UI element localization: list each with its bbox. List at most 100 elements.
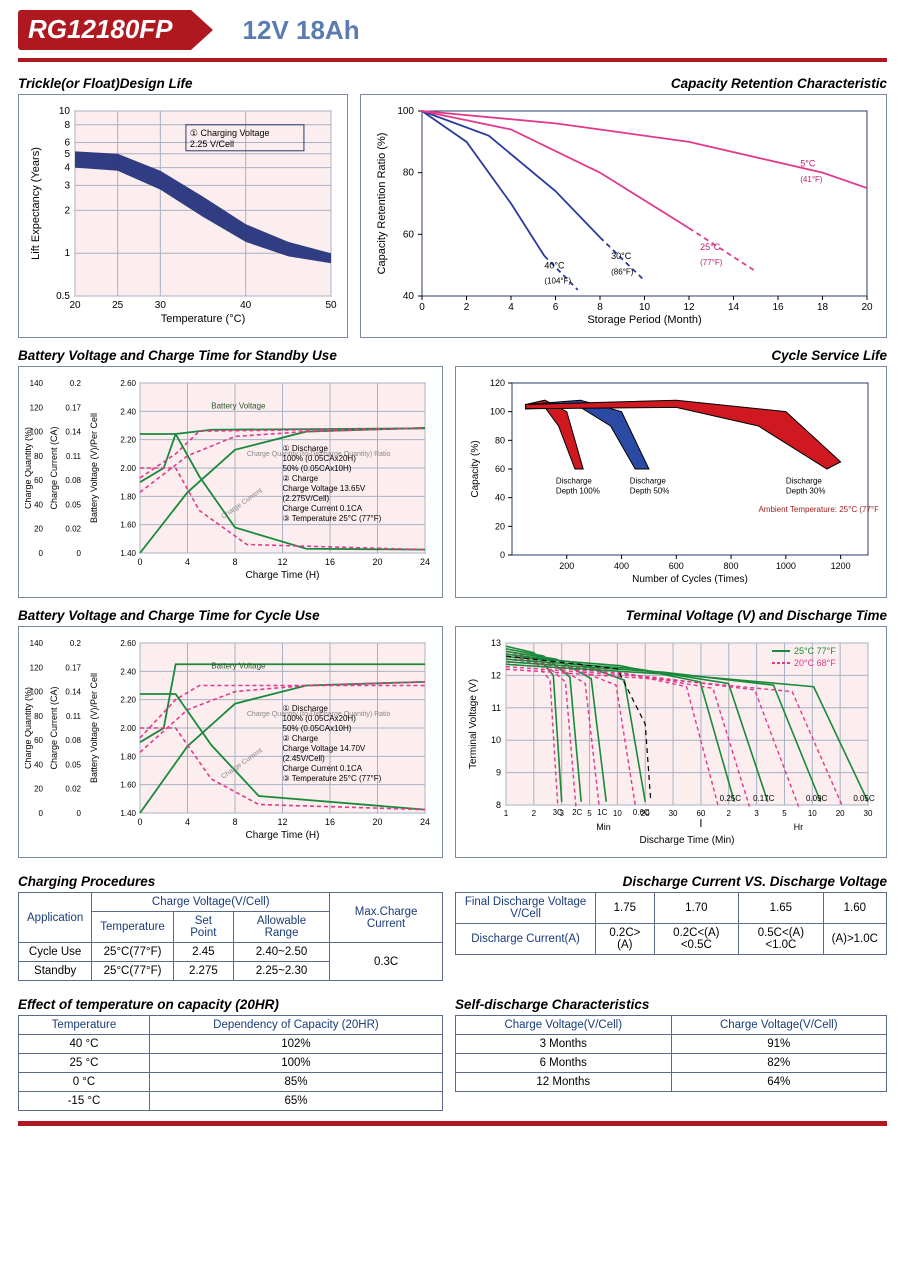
svg-text:10: 10 [613,809,622,818]
self-title: Self-discharge Characteristics [455,997,887,1012]
svg-text:Charge Time (H): Charge Time (H) [246,830,320,841]
cell: 0.2C>(A) [596,924,654,955]
table-row: 0 °C85% [19,1073,443,1092]
svg-text:8: 8 [232,817,237,827]
svg-text:Charge Voltage 14.70V: Charge Voltage 14.70V [283,744,366,753]
svg-text:2: 2 [727,809,732,818]
svg-text:Depth 50%: Depth 50% [630,486,670,495]
svg-text:0.05C: 0.05C [853,794,875,803]
cell: 25°C(77°F) [92,962,174,981]
svg-text:10: 10 [639,302,651,313]
svg-text:40°C: 40°C [544,260,565,270]
retention-title: Capacity Retention Characteristic [360,76,887,91]
svg-text:0.05: 0.05 [65,500,81,509]
svg-text:Discharge: Discharge [786,476,823,485]
svg-text:1.40: 1.40 [120,809,136,818]
svg-text:0.6C: 0.6C [633,808,650,817]
table-row: -15 °C65% [19,1092,443,1111]
svg-text:Discharge: Discharge [630,476,667,485]
svg-text:(2.45V/Cell): (2.45V/Cell) [283,754,326,763]
svg-text:0.05: 0.05 [65,760,81,769]
charging-table: Application Charge Voltage(V/Cell) Max.C… [18,892,443,981]
standby-title: Battery Voltage and Charge Time for Stan… [18,348,443,363]
cell: 25°C(77°F) [92,943,174,962]
svg-text:0.08: 0.08 [65,736,81,745]
svg-text:2.20: 2.20 [120,436,136,445]
svg-text:Storage Period (Month): Storage Period (Month) [587,314,701,326]
table-row: Charge Voltage(V/Cell) Charge Voltage(V/… [456,1016,887,1035]
svg-text:80: 80 [495,435,505,445]
svg-text:Battery Voltage (V)/Per Cell: Battery Voltage (V)/Per Cell [89,413,99,523]
cell: 64% [671,1073,887,1092]
svg-text:2.00: 2.00 [120,464,136,473]
svg-text:100: 100 [397,106,414,117]
svg-text:20: 20 [836,809,845,818]
cell: 102% [149,1035,442,1054]
svg-text:600: 600 [669,561,684,571]
svg-text:60: 60 [495,464,505,474]
th-max-current: Max.Charge Current [330,893,443,943]
svg-text:0: 0 [500,550,505,560]
table-row: 12 Months64% [456,1073,887,1092]
svg-text:Discharge Time (Min): Discharge Time (Min) [639,835,734,846]
svg-text:3C: 3C [553,808,563,817]
temp-table: Temperature Dependency of Capacity (20HR… [18,1015,443,1111]
svg-text:10: 10 [59,106,71,117]
svg-text:11: 11 [492,703,501,713]
svg-text:6: 6 [64,138,70,149]
temp-title: Effect of temperature on capacity (20HR) [18,997,443,1012]
svg-text:200: 200 [559,561,574,571]
svg-text:1200: 1200 [831,561,851,571]
svg-text:40: 40 [34,500,43,509]
cyclecharge-panel: 0481216202402040608010012014000.020.050.… [18,626,443,858]
svg-text:8: 8 [232,557,237,567]
svg-text:1: 1 [504,809,509,818]
svg-text:Charge Voltage 13.65V: Charge Voltage 13.65V [283,484,366,493]
svg-text:② Charge: ② Charge [283,734,319,743]
table-row: Discharge Current(A) 0.2C>(A) 0.2C<(A)<0… [456,924,887,955]
cyclecharge-chart: 0481216202402040608010012014000.020.050.… [25,633,436,851]
cell: Cycle Use [19,943,92,962]
cell: 25 °C [19,1054,150,1073]
svg-text:80: 80 [34,452,43,461]
retention-panel: 0246810121416182040608010040°C(104°F)30°… [360,94,887,338]
trickle-title: Trickle(or Float)Design Life [18,76,348,91]
svg-text:2.25 V/Cell: 2.25 V/Cell [190,139,234,149]
svg-text:2: 2 [532,809,537,818]
svg-text:16: 16 [325,817,335,827]
svg-text:Charge Current 0.1CA: Charge Current 0.1CA [283,504,363,513]
svg-text:20: 20 [372,557,382,567]
svg-text:100: 100 [490,407,505,417]
svg-text:12: 12 [683,302,695,313]
svg-text:60: 60 [696,809,705,818]
svg-text:1.80: 1.80 [120,752,136,761]
svg-text:120: 120 [30,403,44,412]
svg-text:20: 20 [34,525,43,534]
cell: 2.45 [173,943,233,962]
svg-text:20: 20 [34,785,43,794]
th-temp: Temperature [92,912,174,943]
svg-text:Ambient Temperature: 25°C (77°: Ambient Temperature: 25°C (77°F) [758,505,878,514]
svg-text:2.40: 2.40 [120,407,136,416]
cell: 91% [671,1035,887,1054]
svg-text:Hr: Hr [794,822,804,832]
footer-bar [18,1121,887,1126]
discharge-table: Final Discharge Voltage V/Cell 1.75 1.70… [455,892,887,955]
cell: 6 Months [456,1054,672,1073]
model-badge: RG12180FP [18,10,191,50]
self-table: Charge Voltage(V/Cell) Charge Voltage(V/… [455,1015,887,1092]
svg-text:2C: 2C [572,808,582,817]
header: RG12180FP 12V 18Ah [18,10,887,50]
svg-text:(77°F): (77°F) [700,258,723,267]
th-setpoint: Set Point [173,912,233,943]
svg-text:30°C: 30°C [611,251,632,261]
svg-text:2: 2 [64,205,70,216]
svg-text:0.17C: 0.17C [753,794,775,803]
svg-text:40: 40 [240,300,252,311]
svg-text:(41°F): (41°F) [800,175,823,184]
table-row: Application Charge Voltage(V/Cell) Max.C… [19,893,443,912]
svg-text:0.11: 0.11 [66,452,82,461]
cell: 1.70 [654,893,739,924]
svg-text:3: 3 [64,180,70,191]
trickle-chart: 20253040500.5123456810① Charging Voltage… [25,101,341,331]
